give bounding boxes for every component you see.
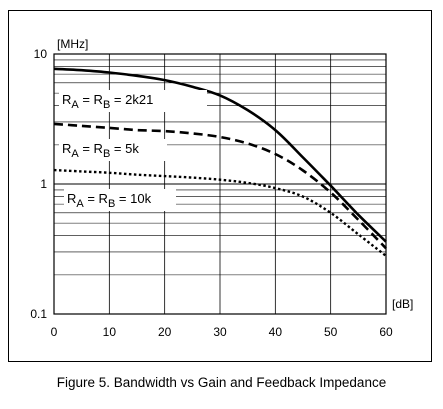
series-label-part: = R [79,92,103,107]
series-label-background [59,139,167,161]
series-label-1: RA = RB = 2k21 [62,92,153,111]
series-label-part: R [67,191,76,206]
series-label-part: R [62,92,71,107]
plot-border [53,53,387,315]
series-label-background [59,90,207,112]
series-label-part: B [108,198,115,210]
y-tick-label: 10 [34,47,48,61]
series-label-part: B [103,99,110,111]
series-label-background [64,189,176,211]
x-tick-label: 0 [51,325,58,339]
series-label-3: RA = RB = 10k [67,191,152,210]
x-tick-label: 20 [158,325,172,339]
series-label-part: A [76,198,84,210]
series-label-part: B [103,148,110,160]
series-line-1 [53,67,387,243]
series-label-part: A [71,99,79,111]
series-label-part: = 2k21 [110,92,153,107]
series-label-part: = R [79,141,103,156]
series-line-3 [53,168,387,257]
y-axis-unit-label: [MHz] [57,37,88,51]
y-tick-label: 0.1 [30,307,47,321]
series-label-2: RA = RB = 5k [62,141,139,160]
x-tick-label: 10 [103,325,117,339]
series-label-part: = R [84,191,108,206]
x-tick-label: 30 [213,325,227,339]
tick-labels: 0 10 20 30 40 50 60 0.1 1 10 [30,47,393,339]
x-axis-unit-label: [dB] [392,297,413,311]
figure-caption: Figure 5. Bandwidth vs Gain and Feedback… [56,375,387,390]
series-label-part: = 5k [110,141,139,156]
figure-frame: RA = RB = 2k21 RA = RB = 5k RA = RB = 10k … [8,10,432,362]
series-label-part: = 10k [115,191,151,206]
series-label-part: R [62,141,71,156]
series-lines [53,67,387,257]
x-tick-label: 60 [379,325,393,339]
series-label-part: A [71,148,79,160]
x-tick-label: 50 [324,325,338,339]
y-tick-label: 1 [40,177,47,191]
x-tick-label: 40 [269,325,283,339]
